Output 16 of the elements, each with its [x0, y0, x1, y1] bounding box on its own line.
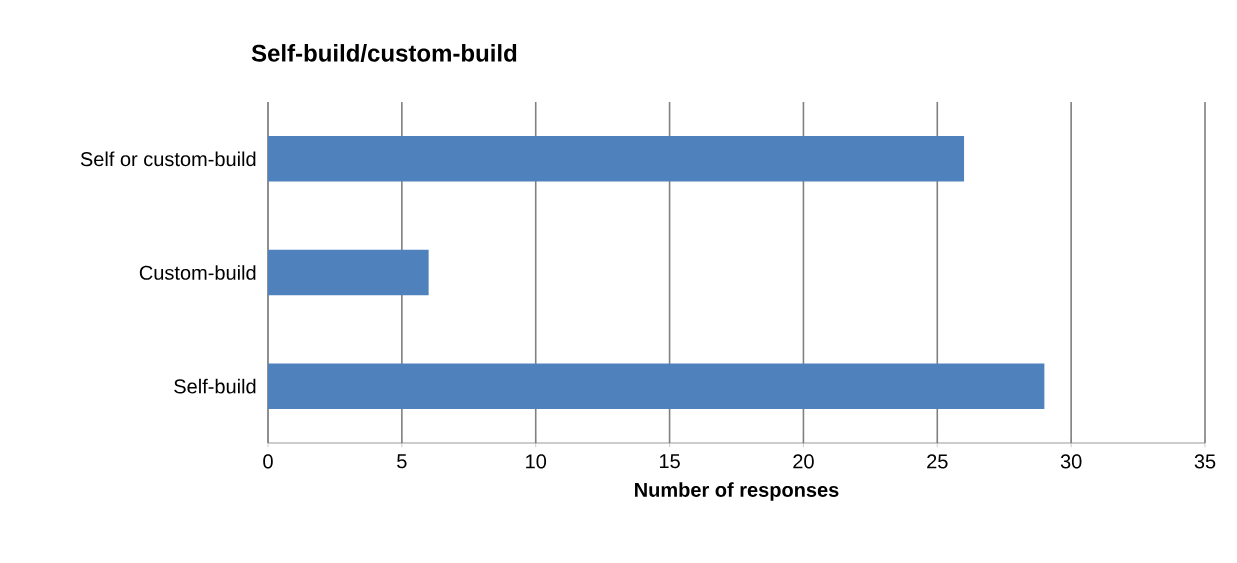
bar [268, 249, 429, 296]
bar [268, 363, 1045, 409]
x-axis-title: Number of responses [635, 482, 839, 501]
chart-title: Self-build/custom-build [251, 44, 517, 62]
x-tick-label: 25 [927, 454, 948, 469]
x-tick-label: 35 [1194, 454, 1216, 469]
y-tick-label: Self-build [174, 378, 256, 394]
y-tick-label: Self or custom-build [80, 151, 256, 167]
x-tick-label: 5 [397, 454, 407, 469]
x-tick-label: 20 [793, 454, 814, 469]
y-tick-label: Custom-build [139, 265, 256, 280]
x-tick-label: 30 [1060, 454, 1082, 469]
bar [268, 136, 965, 182]
x-tick-label: 0 [263, 454, 273, 469]
x-tick-label: 10 [526, 454, 547, 469]
x-tick-label: 15 [659, 454, 680, 469]
